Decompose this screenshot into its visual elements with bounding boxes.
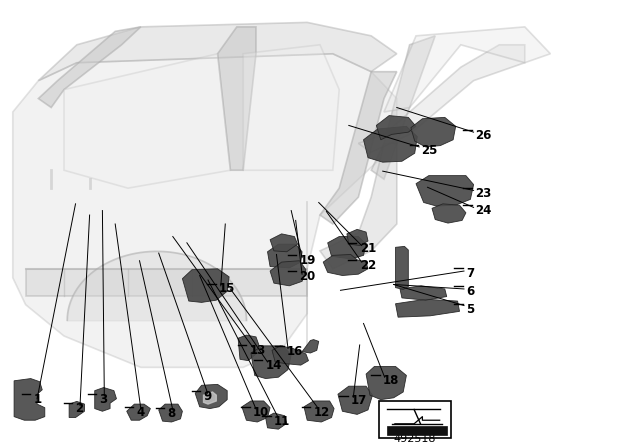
- Text: 19: 19: [300, 254, 316, 267]
- Polygon shape: [26, 269, 307, 296]
- Polygon shape: [270, 234, 298, 252]
- Polygon shape: [320, 143, 397, 269]
- Text: 2: 2: [76, 402, 84, 415]
- Polygon shape: [384, 27, 550, 112]
- Polygon shape: [376, 116, 416, 140]
- Text: 20: 20: [300, 270, 316, 284]
- Text: 18: 18: [383, 374, 399, 388]
- Text: 492518: 492518: [394, 434, 436, 444]
- Text: 22: 22: [360, 258, 376, 272]
- Polygon shape: [400, 286, 447, 300]
- Polygon shape: [242, 401, 270, 422]
- Text: 24: 24: [475, 204, 492, 217]
- Text: 14: 14: [266, 358, 282, 372]
- Text: 21: 21: [360, 242, 376, 255]
- Polygon shape: [159, 404, 182, 422]
- Polygon shape: [238, 335, 259, 361]
- Polygon shape: [64, 54, 230, 188]
- Text: 6: 6: [466, 284, 474, 298]
- Polygon shape: [323, 254, 368, 276]
- Polygon shape: [302, 340, 319, 353]
- Polygon shape: [411, 117, 456, 147]
- Polygon shape: [38, 22, 397, 81]
- Polygon shape: [218, 27, 256, 170]
- Polygon shape: [371, 36, 435, 179]
- Polygon shape: [13, 54, 397, 367]
- Polygon shape: [195, 384, 227, 409]
- Text: 12: 12: [314, 405, 330, 419]
- Polygon shape: [320, 72, 397, 224]
- Text: 17: 17: [351, 394, 367, 408]
- Polygon shape: [304, 401, 334, 422]
- Text: 3: 3: [99, 393, 108, 406]
- Polygon shape: [364, 126, 417, 162]
- Polygon shape: [127, 404, 150, 420]
- Text: 23: 23: [475, 187, 491, 200]
- Text: 10: 10: [253, 405, 269, 419]
- Text: 25: 25: [421, 143, 438, 157]
- Bar: [379, 401, 451, 438]
- Polygon shape: [358, 45, 525, 152]
- Polygon shape: [268, 244, 302, 268]
- Text: 7: 7: [466, 267, 474, 280]
- Text: 4: 4: [136, 405, 145, 419]
- Text: 9: 9: [204, 390, 212, 403]
- Polygon shape: [347, 229, 368, 246]
- Polygon shape: [38, 27, 141, 108]
- Polygon shape: [416, 176, 474, 206]
- Polygon shape: [69, 401, 84, 418]
- Polygon shape: [396, 299, 460, 317]
- Polygon shape: [366, 366, 406, 400]
- Text: 5: 5: [466, 302, 474, 316]
- Polygon shape: [266, 413, 287, 429]
- Polygon shape: [251, 346, 291, 379]
- Text: 1: 1: [33, 393, 42, 406]
- Polygon shape: [338, 386, 372, 414]
- Polygon shape: [396, 246, 408, 289]
- Polygon shape: [243, 45, 339, 170]
- Polygon shape: [272, 346, 308, 365]
- Bar: [387, 426, 447, 435]
- Polygon shape: [14, 379, 45, 420]
- Text: 13: 13: [250, 344, 266, 357]
- Polygon shape: [270, 261, 306, 286]
- Polygon shape: [328, 237, 366, 259]
- Text: 26: 26: [475, 129, 492, 142]
- Polygon shape: [432, 204, 466, 223]
- Polygon shape: [95, 388, 116, 411]
- Polygon shape: [204, 392, 216, 404]
- Text: 11: 11: [274, 414, 290, 428]
- Text: 15: 15: [219, 282, 236, 296]
- Text: 16: 16: [287, 345, 303, 358]
- Text: 8: 8: [168, 406, 176, 420]
- Polygon shape: [182, 269, 229, 302]
